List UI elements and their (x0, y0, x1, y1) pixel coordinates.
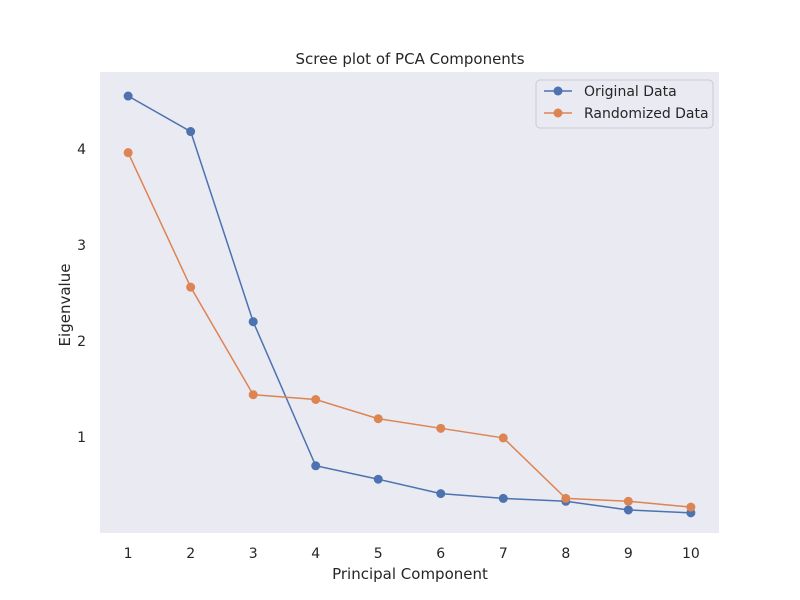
y-axis-label: Eigenvalue (56, 264, 74, 347)
data-point-original-data (311, 461, 321, 471)
data-point-original-data (373, 474, 383, 484)
series-lines (127, 95, 691, 514)
chart-title: Scree plot of PCA Components (295, 50, 524, 68)
x-tick-label: 5 (374, 546, 383, 562)
data-point-randomized-data (311, 395, 321, 405)
y-tick-label: 3 (77, 238, 86, 254)
x-tick-label: 9 (624, 546, 633, 562)
x-tick-label: 10 (682, 546, 700, 562)
data-point-randomized-data (248, 390, 258, 400)
plot-area-background (100, 72, 719, 533)
series-line-randomized-data (127, 152, 691, 508)
data-point-randomized-data (373, 414, 383, 424)
data-point-randomized-data (123, 148, 133, 158)
y-tick-label: 4 (77, 142, 86, 158)
x-tick-label: 6 (436, 546, 445, 562)
data-point-randomized-data (436, 423, 446, 433)
data-point-original-data (248, 317, 258, 327)
data-point-original-data (498, 493, 508, 503)
data-point-randomized-data (561, 493, 571, 503)
legend-label-randomized-data: Randomized Data (584, 106, 709, 122)
y-tick-label: 1 (77, 430, 86, 446)
legend-item-randomized-data: Randomized Data (544, 106, 709, 122)
data-point-original-data (123, 91, 133, 101)
legend-label-original-data: Original Data (584, 84, 677, 100)
x-axis-label: Principal Component (332, 565, 488, 583)
series-line-original-data (127, 95, 691, 514)
x-tick-label: 3 (249, 546, 258, 562)
x-tick-labels: 1 2 3 4 5 6 7 8 9 10 (124, 546, 700, 562)
y-tick-label: 2 (77, 334, 86, 350)
x-tick-label: 8 (561, 546, 570, 562)
y-tick-labels: 1 2 3 4 (77, 142, 86, 446)
x-tick-label: 2 (186, 546, 195, 562)
data-point-randomized-data (186, 282, 196, 292)
legend-marker-randomized-data (553, 108, 563, 118)
x-tick-label: 1 (124, 546, 133, 562)
legend-item-original-data: Original Data (544, 84, 677, 100)
legend-box (535, 79, 714, 129)
legend: Original Data Randomized Data (535, 79, 714, 129)
data-point-randomized-data (498, 433, 508, 443)
legend-marker-original-data (553, 86, 563, 96)
x-tick-label: 7 (499, 546, 508, 562)
x-tick-label: 4 (311, 546, 320, 562)
data-point-original-data (623, 505, 633, 515)
data-point-randomized-data (686, 502, 696, 512)
data-point-original-data (186, 127, 196, 137)
data-point-randomized-data (623, 496, 633, 506)
series-points (123, 91, 696, 518)
data-point-original-data (436, 489, 446, 499)
